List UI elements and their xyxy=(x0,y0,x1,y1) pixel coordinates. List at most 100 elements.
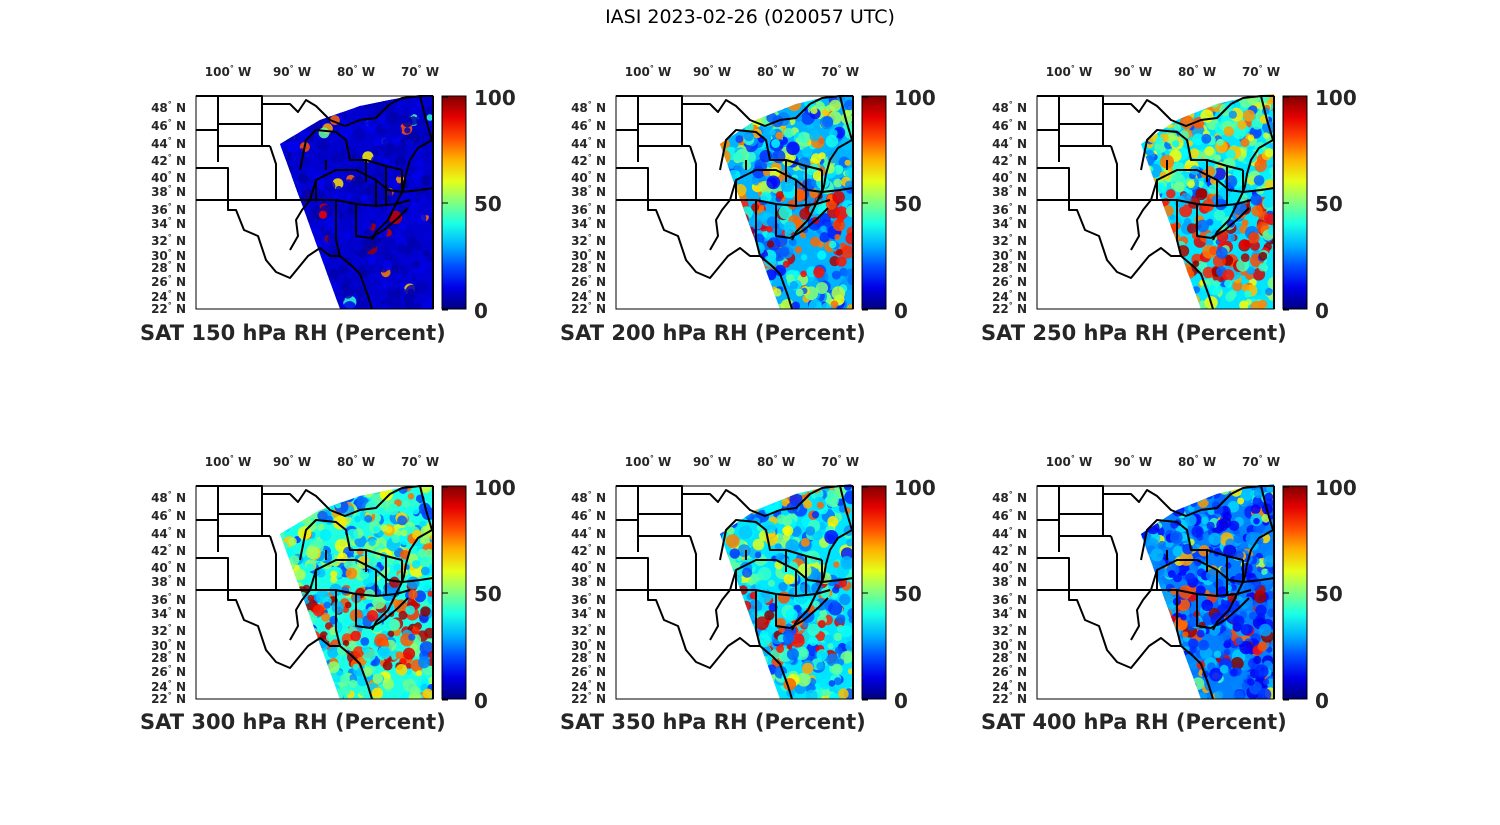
lat-tick-label: 30° N xyxy=(571,248,606,263)
colorbar-tick-label: 50 xyxy=(1315,582,1343,606)
panel-title: SAT 300 hPa RH (Percent) xyxy=(140,710,446,734)
colorbar-tick-label: 0 xyxy=(474,299,488,323)
lon-tick-label: 80° W xyxy=(1178,454,1216,469)
map-plot: 100° W 90° W 80° W 70° W 48° N 46° N 44° N 42° … xyxy=(151,454,516,713)
lat-tick-label: 32° N xyxy=(151,623,186,638)
figure-title: IASI 2023-02-26 (020057 UTC) xyxy=(605,6,895,28)
lon-tick-label: 80° W xyxy=(337,454,375,469)
lat-tick-label: 26° N xyxy=(992,274,1027,289)
lat-tick-label: 22° N xyxy=(992,691,1027,706)
state-boundaries xyxy=(196,485,434,700)
lat-tick-label: 22° N xyxy=(992,301,1027,316)
lat-tick-label: 40° N xyxy=(571,170,606,185)
lon-tick-label: 70° W xyxy=(401,64,439,79)
lat-tick-label: 42° N xyxy=(151,153,186,168)
lat-tick-label: 40° N xyxy=(151,170,186,185)
colorbar-tick-label: 50 xyxy=(474,582,502,606)
lat-tick-label: 42° N xyxy=(571,543,606,558)
lat-tick-label: 44° N xyxy=(992,526,1027,541)
lat-tick-label: 44° N xyxy=(992,136,1027,151)
lat-tick-label: 32° N xyxy=(571,623,606,638)
lat-tick-label: 28° N xyxy=(571,260,606,275)
lat-tick-label: 30° N xyxy=(151,638,186,653)
lat-tick-label: 34° N xyxy=(151,606,186,621)
panel-title: SAT 350 hPa RH (Percent) xyxy=(560,710,866,734)
colorbar-tick-label: 0 xyxy=(1315,299,1329,323)
lat-tick-label: 48° N xyxy=(151,100,186,115)
map-panel-200hpa: 100° W 90° W 80° W 70° W 48° N 46° N 44° N 42° … xyxy=(560,60,980,360)
map-plot: 100° W 90° W 80° W 70° W 48° N 46° N 44° N 42° … xyxy=(571,64,936,323)
lon-tick-label: 80° W xyxy=(757,64,795,79)
lat-tick-label: 22° N xyxy=(151,691,186,706)
lat-tick-label: 40° N xyxy=(992,170,1027,185)
colorbar-tick-label: 100 xyxy=(894,476,936,500)
map-plot: 100° W 90° W 80° W 70° W 48° N 46° N 44° N 42° … xyxy=(992,64,1357,323)
lat-tick-label: 46° N xyxy=(151,118,186,133)
lat-tick-label: 26° N xyxy=(992,664,1027,679)
lat-tick-label: 22° N xyxy=(571,691,606,706)
colorbar-tick-label: 0 xyxy=(1315,689,1329,713)
lat-tick-label: 30° N xyxy=(151,248,186,263)
lon-tick-label: 80° W xyxy=(337,64,375,79)
lat-tick-label: 44° N xyxy=(151,526,186,541)
lon-tick-label: 70° W xyxy=(1242,64,1280,79)
lat-tick-label: 34° N xyxy=(992,606,1027,621)
lat-tick-label: 38° N xyxy=(151,574,186,589)
lon-tick-label: 100° W xyxy=(205,454,251,469)
state-boundaries xyxy=(616,485,854,700)
state-boundaries xyxy=(616,95,854,310)
lat-tick-label: 46° N xyxy=(571,508,606,523)
lat-tick-label: 28° N xyxy=(992,260,1027,275)
lat-tick-label: 24° N xyxy=(992,679,1027,694)
lat-tick-label: 44° N xyxy=(571,526,606,541)
colorbar-tick-label: 0 xyxy=(894,689,908,713)
lat-tick-label: 26° N xyxy=(151,274,186,289)
lon-tick-label: 90° W xyxy=(693,454,731,469)
lat-tick-label: 30° N xyxy=(992,638,1027,653)
panel-title: SAT 150 hPa RH (Percent) xyxy=(140,321,446,345)
lat-tick-label: 48° N xyxy=(992,490,1027,505)
lat-tick-label: 24° N xyxy=(151,679,186,694)
lat-tick-label: 32° N xyxy=(992,233,1027,248)
state-boundaries xyxy=(196,95,434,310)
lat-tick-label: 46° N xyxy=(992,508,1027,523)
lat-tick-label: 38° N xyxy=(992,184,1027,199)
lon-tick-label: 90° W xyxy=(1114,64,1152,79)
panel-title: SAT 200 hPa RH (Percent) xyxy=(560,321,866,345)
colorbar-tick-label: 50 xyxy=(894,192,922,216)
map-plot: 100° W 90° W 80° W 70° W 48° N 46° N 44° N 42° … xyxy=(151,64,516,323)
lat-tick-label: 44° N xyxy=(571,136,606,151)
lat-tick-label: 28° N xyxy=(151,650,186,665)
lat-tick-label: 22° N xyxy=(571,301,606,316)
colorbar-tick-label: 50 xyxy=(1315,192,1343,216)
lon-tick-label: 70° W xyxy=(821,454,859,469)
lon-tick-label: 90° W xyxy=(1114,454,1152,469)
lat-tick-label: 40° N xyxy=(992,560,1027,575)
lat-tick-label: 24° N xyxy=(571,679,606,694)
lat-tick-label: 36° N xyxy=(571,592,606,607)
colorbar-tick-label: 50 xyxy=(894,582,922,606)
map-plot: 100° W 90° W 80° W 70° W 48° N 46° N 44° N 42° … xyxy=(992,454,1357,713)
colorbar-tick-label: 100 xyxy=(474,476,516,500)
lat-tick-label: 48° N xyxy=(571,490,606,505)
lat-tick-label: 42° N xyxy=(571,153,606,168)
lat-tick-label: 32° N xyxy=(151,233,186,248)
lat-tick-label: 46° N xyxy=(992,118,1027,133)
lon-tick-label: 100° W xyxy=(1046,454,1092,469)
lon-tick-label: 90° W xyxy=(273,454,311,469)
lat-tick-label: 38° N xyxy=(571,184,606,199)
map-panel-150hpa: 100° W 90° W 80° W 70° W 48° N 46° N 44° N 42° … xyxy=(140,60,560,360)
lat-tick-label: 36° N xyxy=(571,202,606,217)
lat-tick-label: 26° N xyxy=(571,664,606,679)
lat-tick-label: 34° N xyxy=(571,606,606,621)
lat-tick-label: 36° N xyxy=(992,592,1027,607)
lat-tick-label: 48° N xyxy=(571,100,606,115)
lat-tick-label: 36° N xyxy=(151,592,186,607)
lon-tick-label: 70° W xyxy=(821,64,859,79)
lat-tick-label: 32° N xyxy=(571,233,606,248)
lon-tick-label: 100° W xyxy=(205,64,251,79)
lat-tick-label: 28° N xyxy=(992,650,1027,665)
lon-tick-label: 70° W xyxy=(1242,454,1280,469)
lat-tick-label: 30° N xyxy=(992,248,1027,263)
lon-tick-label: 80° W xyxy=(1178,64,1216,79)
